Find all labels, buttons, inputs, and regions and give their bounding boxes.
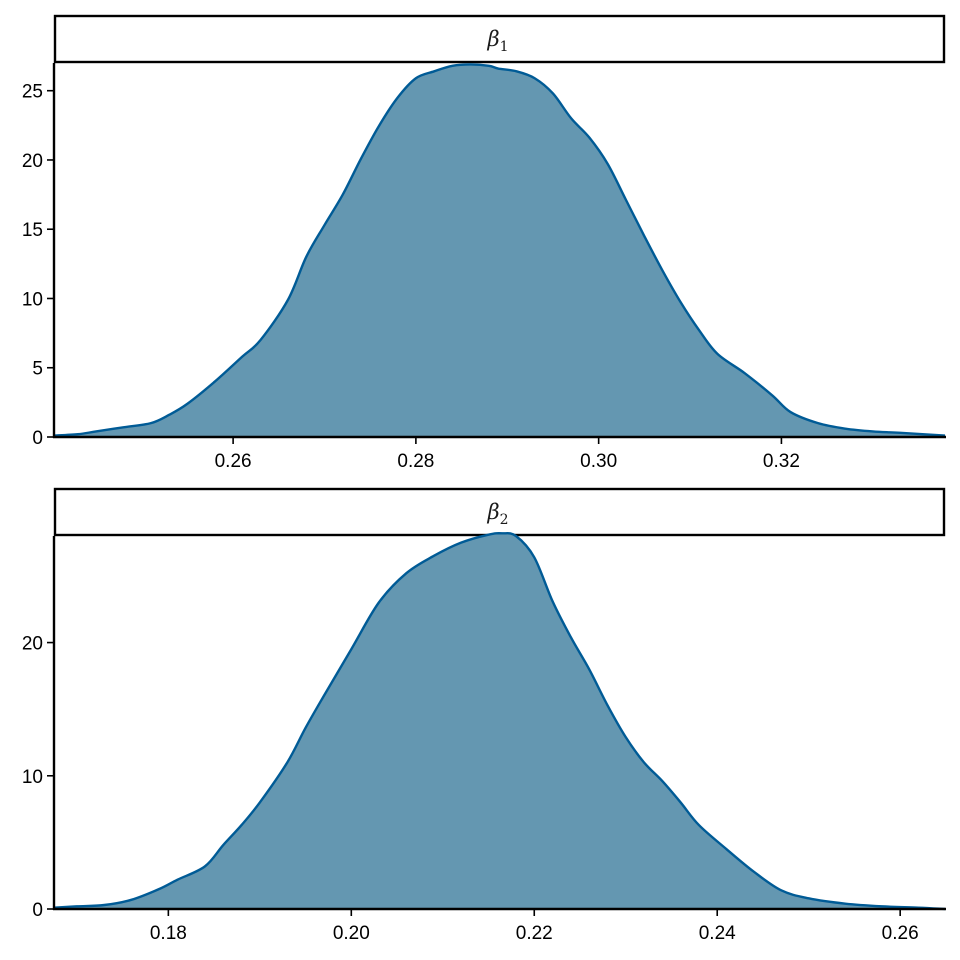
x-tick-label-beta1: 0.26 — [215, 451, 252, 472]
y-tick-label-beta2: 0 — [32, 900, 43, 921]
y-axis-ticks-beta2: 0 10 20 — [22, 634, 54, 921]
x-tick-label-beta1: 0.30 — [580, 451, 617, 472]
density-area-beta1 — [54, 64, 945, 437]
y-tick-label-beta1: 25 — [22, 82, 43, 103]
panel-beta2: β2 0.18 0.20 0.22 0.24 0.26 0 10 20 — [22, 487, 946, 944]
facet-strip-label-beta1: β1 — [486, 27, 508, 55]
x-tick-label-beta2: 0.26 — [882, 923, 919, 944]
x-axis-ticks-beta2: 0.18 0.20 0.22 0.24 0.26 — [150, 909, 919, 944]
x-tick-label-beta2: 0.18 — [150, 923, 187, 944]
y-tick-label-beta1: 5 — [32, 359, 43, 380]
x-tick-label-beta2: 0.20 — [333, 923, 370, 944]
x-tick-label-beta2: 0.22 — [516, 923, 553, 944]
x-tick-label-beta1: 0.32 — [763, 451, 800, 472]
panel-beta1: β1 0.26 0.28 0.30 0.32 0 5 10 15 20 25 — [22, 14, 946, 472]
y-tick-label-beta1: 20 — [22, 151, 43, 172]
facet-strip-beta2 — [53, 487, 946, 537]
y-tick-label-beta2: 10 — [22, 767, 43, 788]
y-tick-label-beta1: 0 — [32, 428, 43, 449]
y-tick-label-beta1: 15 — [22, 220, 43, 241]
y-tick-label-beta2: 20 — [22, 634, 43, 655]
density-curve-beta1 — [53, 63, 946, 437]
facet-strip-label-beta2: β2 — [486, 500, 508, 528]
x-tick-label-beta1: 0.28 — [397, 451, 434, 472]
facet-strip-beta1 — [53, 14, 946, 64]
y-tick-label-beta1: 10 — [22, 289, 43, 310]
x-tick-label-beta2: 0.24 — [699, 923, 736, 944]
y-axis-ticks-beta1: 0 5 10 15 20 25 — [22, 82, 54, 449]
density-curve-beta2 — [53, 532, 946, 911]
x-axis-ticks-beta1: 0.26 0.28 0.30 0.32 — [215, 437, 800, 472]
density-area-beta2 — [54, 533, 945, 909]
